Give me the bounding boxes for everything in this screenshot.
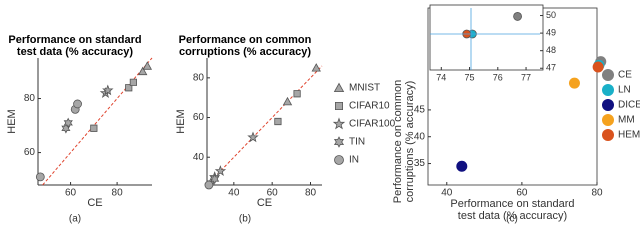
data-point	[513, 12, 522, 21]
panel-label: (c)	[506, 214, 518, 225]
y-tick-label: 80	[193, 72, 205, 83]
data-point	[568, 77, 580, 89]
y-axis-label: corruptions (% accuracy)	[404, 81, 416, 203]
legend-label: HEM	[618, 130, 640, 141]
legend-marker	[333, 136, 345, 148]
data-point	[293, 90, 301, 98]
data-point	[142, 61, 153, 70]
y-tick-label: 49	[546, 27, 556, 37]
legend-marker	[333, 82, 345, 92]
y-tick-label: 48	[546, 45, 556, 55]
x-tick-label: 40	[228, 188, 240, 199]
y-tick-label: 35	[414, 158, 426, 169]
y-tick-label: 40	[193, 152, 205, 163]
diagonal-line	[206, 65, 323, 186]
inset-background	[429, 4, 544, 71]
data-point	[247, 131, 259, 143]
data-point	[61, 123, 71, 134]
legend-marker	[332, 117, 346, 130]
y-tick-label: 80	[24, 93, 36, 104]
x-tick-label: 60	[516, 188, 528, 199]
data-point	[129, 78, 137, 86]
data-point	[592, 61, 604, 73]
x-axis-label: Performance on standard	[450, 198, 574, 210]
legend-marker	[602, 69, 614, 81]
data-point	[138, 66, 148, 76]
legend-label: CIFAR10	[349, 101, 390, 112]
x-tick-label: 75	[465, 72, 475, 82]
data-point	[282, 96, 293, 106]
legend-marker	[602, 99, 614, 111]
y-tick-label: 60	[193, 112, 205, 123]
x-tick-label: 80	[591, 188, 603, 199]
chart-title: Performance on standard	[8, 34, 141, 46]
legend-label: MM	[618, 115, 635, 126]
legend-marker	[602, 84, 614, 96]
data-point	[102, 84, 114, 96]
panel-label: (b)	[239, 214, 251, 225]
y-tick-label: 40	[414, 131, 426, 142]
legend-marker	[602, 114, 614, 126]
x-tick-label: 76	[493, 72, 503, 82]
x-tick-label: 80	[305, 188, 317, 199]
x-tick-label: 60	[65, 188, 77, 199]
x-tick-label: 74	[436, 72, 446, 82]
x-tick-label: 40	[441, 188, 453, 199]
data-point	[35, 172, 45, 182]
data-point	[73, 99, 82, 109]
data-point	[311, 63, 321, 72]
data-point	[63, 117, 73, 129]
data-point	[456, 160, 468, 172]
y-tick-label: 60	[24, 147, 36, 158]
legend-marker	[335, 102, 343, 110]
data-point	[204, 180, 214, 190]
x-axis-label: CE	[257, 197, 272, 209]
legend-marker	[334, 155, 344, 165]
data-point	[274, 117, 282, 126]
legend-label: DICE	[618, 100, 640, 111]
y-tick-label: 47	[546, 63, 556, 73]
x-axis-label: CE	[87, 197, 102, 209]
x-tick-label: 60	[267, 188, 279, 199]
legend-label: CE	[618, 70, 632, 81]
legend-marker	[602, 129, 614, 141]
legend-label: CIFAR100	[349, 119, 396, 130]
diagonal-line	[42, 57, 153, 186]
x-axis-label: test data (% accuracy)	[458, 210, 567, 222]
y-tick-label: 50	[546, 10, 556, 20]
y-axis-label: Performance on common	[392, 80, 404, 204]
panel-label: (a)	[69, 214, 81, 225]
chart-title: test data (% accuracy)	[17, 46, 133, 58]
data-point	[210, 173, 220, 185]
y-tick-label: 45	[414, 105, 426, 116]
chart-title: corruptions (% accuracy)	[179, 46, 311, 58]
legend-label: LN	[618, 85, 631, 96]
data-point	[214, 165, 227, 176]
legend-label: MNIST	[349, 83, 380, 94]
legend-label: TIN	[349, 137, 365, 148]
x-tick-label: 80	[112, 188, 124, 199]
y-axis-label: HEM	[175, 109, 187, 133]
chart-title: Performance on common	[179, 34, 312, 46]
data-point	[90, 124, 98, 132]
y-axis-label: HEM	[6, 109, 18, 133]
x-tick-label: 77	[521, 72, 531, 82]
legend-label: IN	[349, 155, 359, 166]
